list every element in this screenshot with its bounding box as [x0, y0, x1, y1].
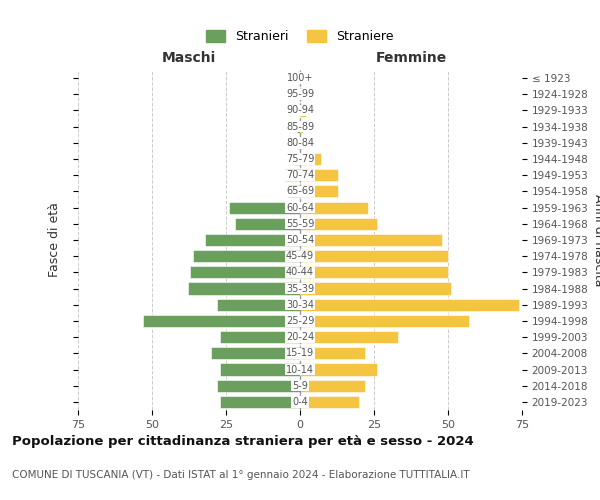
Text: 100+: 100+	[287, 73, 313, 83]
Bar	[235, 218, 300, 230]
Bar	[294, 153, 300, 165]
Bar	[190, 266, 300, 278]
Text: 15-19: 15-19	[286, 348, 314, 358]
Text: 75-79: 75-79	[286, 154, 314, 164]
Bar	[300, 331, 398, 343]
Text: 90-94: 90-94	[286, 106, 314, 116]
Text: 20-24: 20-24	[286, 332, 314, 342]
Text: COMUNE DI TUSCANIA (VT) - Dati ISTAT al 1° gennaio 2024 - Elaborazione TUTTITALI: COMUNE DI TUSCANIA (VT) - Dati ISTAT al …	[12, 470, 470, 480]
Bar	[300, 153, 321, 165]
Bar	[288, 186, 300, 198]
Bar	[300, 137, 303, 149]
Text: Femmine: Femmine	[376, 51, 446, 65]
Bar	[300, 104, 306, 117]
Text: 40-44: 40-44	[286, 268, 314, 278]
Bar	[300, 364, 377, 376]
Bar	[205, 234, 300, 246]
Bar	[300, 348, 365, 360]
Bar	[220, 364, 300, 376]
Text: 95-99: 95-99	[286, 90, 314, 100]
Bar	[300, 380, 365, 392]
Bar	[217, 298, 300, 311]
Y-axis label: Fasce di età: Fasce di età	[49, 202, 61, 278]
Bar	[300, 169, 338, 181]
Y-axis label: Anni di nascita: Anni di nascita	[592, 194, 600, 286]
Text: 10-14: 10-14	[286, 364, 314, 374]
Bar	[300, 266, 448, 278]
Bar	[300, 234, 442, 246]
Text: 55-59: 55-59	[286, 219, 314, 229]
Text: Popolazione per cittadinanza straniera per età e sesso - 2024: Popolazione per cittadinanza straniera p…	[12, 435, 474, 448]
Text: 60-64: 60-64	[286, 202, 314, 212]
Bar	[217, 380, 300, 392]
Bar	[300, 120, 303, 132]
Bar	[211, 348, 300, 360]
Bar	[297, 137, 300, 149]
Text: 0-4: 0-4	[292, 397, 308, 407]
Text: 85-89: 85-89	[286, 122, 314, 132]
Text: 70-74: 70-74	[286, 170, 314, 180]
Text: 25-29: 25-29	[286, 316, 314, 326]
Text: 80-84: 80-84	[286, 138, 314, 148]
Text: 45-49: 45-49	[286, 251, 314, 261]
Legend: Stranieri, Straniere: Stranieri, Straniere	[202, 25, 398, 48]
Text: 30-34: 30-34	[286, 300, 314, 310]
Bar	[285, 169, 300, 181]
Text: 65-69: 65-69	[286, 186, 314, 196]
Bar	[300, 315, 469, 327]
Bar	[297, 120, 300, 132]
Text: Maschi: Maschi	[162, 51, 216, 65]
Bar	[143, 315, 300, 327]
Bar	[193, 250, 300, 262]
Bar	[220, 396, 300, 408]
Bar	[300, 186, 338, 198]
Bar	[300, 298, 519, 311]
Bar	[229, 202, 300, 213]
Bar	[188, 282, 300, 294]
Bar	[300, 202, 368, 213]
Bar	[300, 396, 359, 408]
Text: 50-54: 50-54	[286, 235, 314, 245]
Bar	[220, 331, 300, 343]
Bar	[300, 88, 303, 101]
Bar	[300, 282, 451, 294]
Text: 5-9: 5-9	[292, 380, 308, 390]
Bar	[300, 218, 377, 230]
Text: 35-39: 35-39	[286, 284, 314, 294]
Bar	[300, 250, 448, 262]
